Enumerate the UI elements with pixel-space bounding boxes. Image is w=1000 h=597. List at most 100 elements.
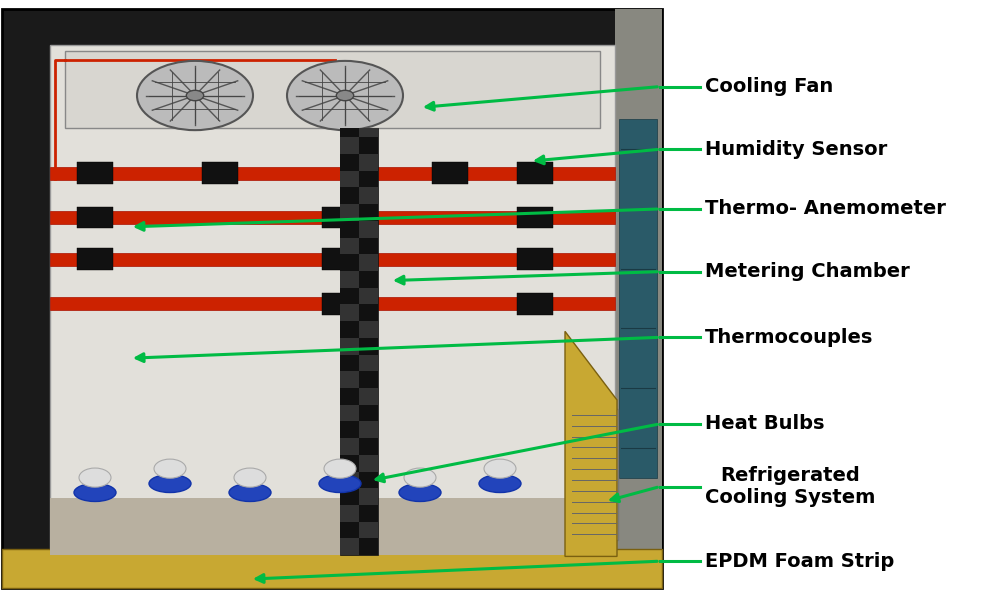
- Circle shape: [324, 459, 356, 478]
- Bar: [340, 271, 359, 288]
- Bar: [517, 207, 553, 228]
- Bar: [619, 119, 657, 478]
- Bar: [359, 128, 378, 137]
- Bar: [2, 9, 662, 588]
- Bar: [50, 211, 615, 224]
- Bar: [340, 221, 359, 238]
- Bar: [50, 167, 615, 180]
- Bar: [340, 355, 359, 371]
- Bar: [322, 248, 358, 270]
- Bar: [340, 128, 359, 137]
- Bar: [340, 505, 359, 522]
- Ellipse shape: [479, 475, 521, 493]
- Bar: [340, 438, 359, 455]
- Bar: [359, 321, 378, 338]
- Circle shape: [186, 90, 204, 101]
- Ellipse shape: [399, 484, 441, 501]
- Text: Humidity Sensor: Humidity Sensor: [705, 140, 887, 159]
- Bar: [359, 455, 378, 472]
- Bar: [359, 171, 378, 187]
- Bar: [359, 505, 378, 522]
- Circle shape: [137, 61, 253, 130]
- Circle shape: [234, 468, 266, 487]
- Ellipse shape: [74, 484, 116, 501]
- Bar: [359, 488, 378, 505]
- Bar: [340, 128, 378, 555]
- Bar: [359, 221, 378, 238]
- Bar: [340, 254, 359, 271]
- Bar: [2, 549, 662, 588]
- Circle shape: [336, 90, 354, 101]
- Bar: [359, 472, 378, 488]
- Bar: [359, 304, 378, 321]
- Bar: [359, 238, 378, 254]
- Text: Cooling Fan: Cooling Fan: [705, 77, 833, 96]
- Bar: [359, 522, 378, 538]
- Bar: [340, 338, 359, 355]
- Text: Thermo- Anemometer: Thermo- Anemometer: [705, 199, 946, 219]
- Bar: [340, 154, 359, 171]
- Bar: [50, 498, 615, 555]
- Bar: [202, 162, 238, 184]
- Bar: [359, 438, 378, 455]
- Bar: [359, 271, 378, 288]
- Text: Refrigerated
Cooling System: Refrigerated Cooling System: [705, 466, 875, 507]
- Bar: [340, 488, 359, 505]
- Bar: [340, 187, 359, 204]
- Bar: [517, 162, 553, 184]
- Text: EPDM Foam Strip: EPDM Foam Strip: [705, 552, 894, 571]
- Bar: [340, 137, 359, 154]
- Bar: [359, 388, 378, 405]
- Bar: [359, 137, 378, 154]
- Bar: [77, 248, 113, 270]
- Text: Heat Bulbs: Heat Bulbs: [705, 414, 824, 433]
- Bar: [359, 338, 378, 355]
- Ellipse shape: [149, 475, 191, 493]
- Bar: [340, 455, 359, 472]
- Bar: [359, 355, 378, 371]
- Bar: [340, 204, 359, 221]
- Bar: [359, 288, 378, 304]
- Circle shape: [287, 61, 403, 130]
- Bar: [432, 162, 468, 184]
- Text: Metering Chamber: Metering Chamber: [705, 262, 910, 281]
- Bar: [65, 51, 600, 128]
- Bar: [359, 371, 378, 388]
- Circle shape: [404, 468, 436, 487]
- Bar: [340, 538, 359, 555]
- Bar: [50, 45, 615, 555]
- Bar: [77, 207, 113, 228]
- Circle shape: [154, 459, 186, 478]
- Bar: [340, 304, 359, 321]
- Bar: [340, 405, 359, 421]
- Bar: [359, 405, 378, 421]
- Circle shape: [79, 468, 111, 487]
- Bar: [359, 187, 378, 204]
- Bar: [340, 388, 359, 405]
- Bar: [517, 293, 553, 315]
- Bar: [359, 421, 378, 438]
- Text: Thermocouples: Thermocouples: [705, 328, 873, 347]
- Bar: [570, 409, 618, 540]
- Bar: [340, 238, 359, 254]
- Bar: [340, 288, 359, 304]
- Bar: [359, 204, 378, 221]
- Bar: [517, 248, 553, 270]
- Bar: [340, 371, 359, 388]
- Bar: [322, 293, 358, 315]
- Ellipse shape: [319, 475, 361, 493]
- Bar: [615, 9, 662, 588]
- Bar: [50, 253, 615, 266]
- Bar: [359, 538, 378, 555]
- Circle shape: [484, 459, 516, 478]
- Bar: [340, 522, 359, 538]
- Bar: [340, 472, 359, 488]
- Bar: [359, 254, 378, 271]
- Bar: [322, 207, 358, 228]
- Bar: [340, 171, 359, 187]
- Bar: [359, 154, 378, 171]
- Bar: [340, 421, 359, 438]
- Bar: [50, 297, 615, 310]
- Ellipse shape: [229, 484, 271, 501]
- Bar: [340, 321, 359, 338]
